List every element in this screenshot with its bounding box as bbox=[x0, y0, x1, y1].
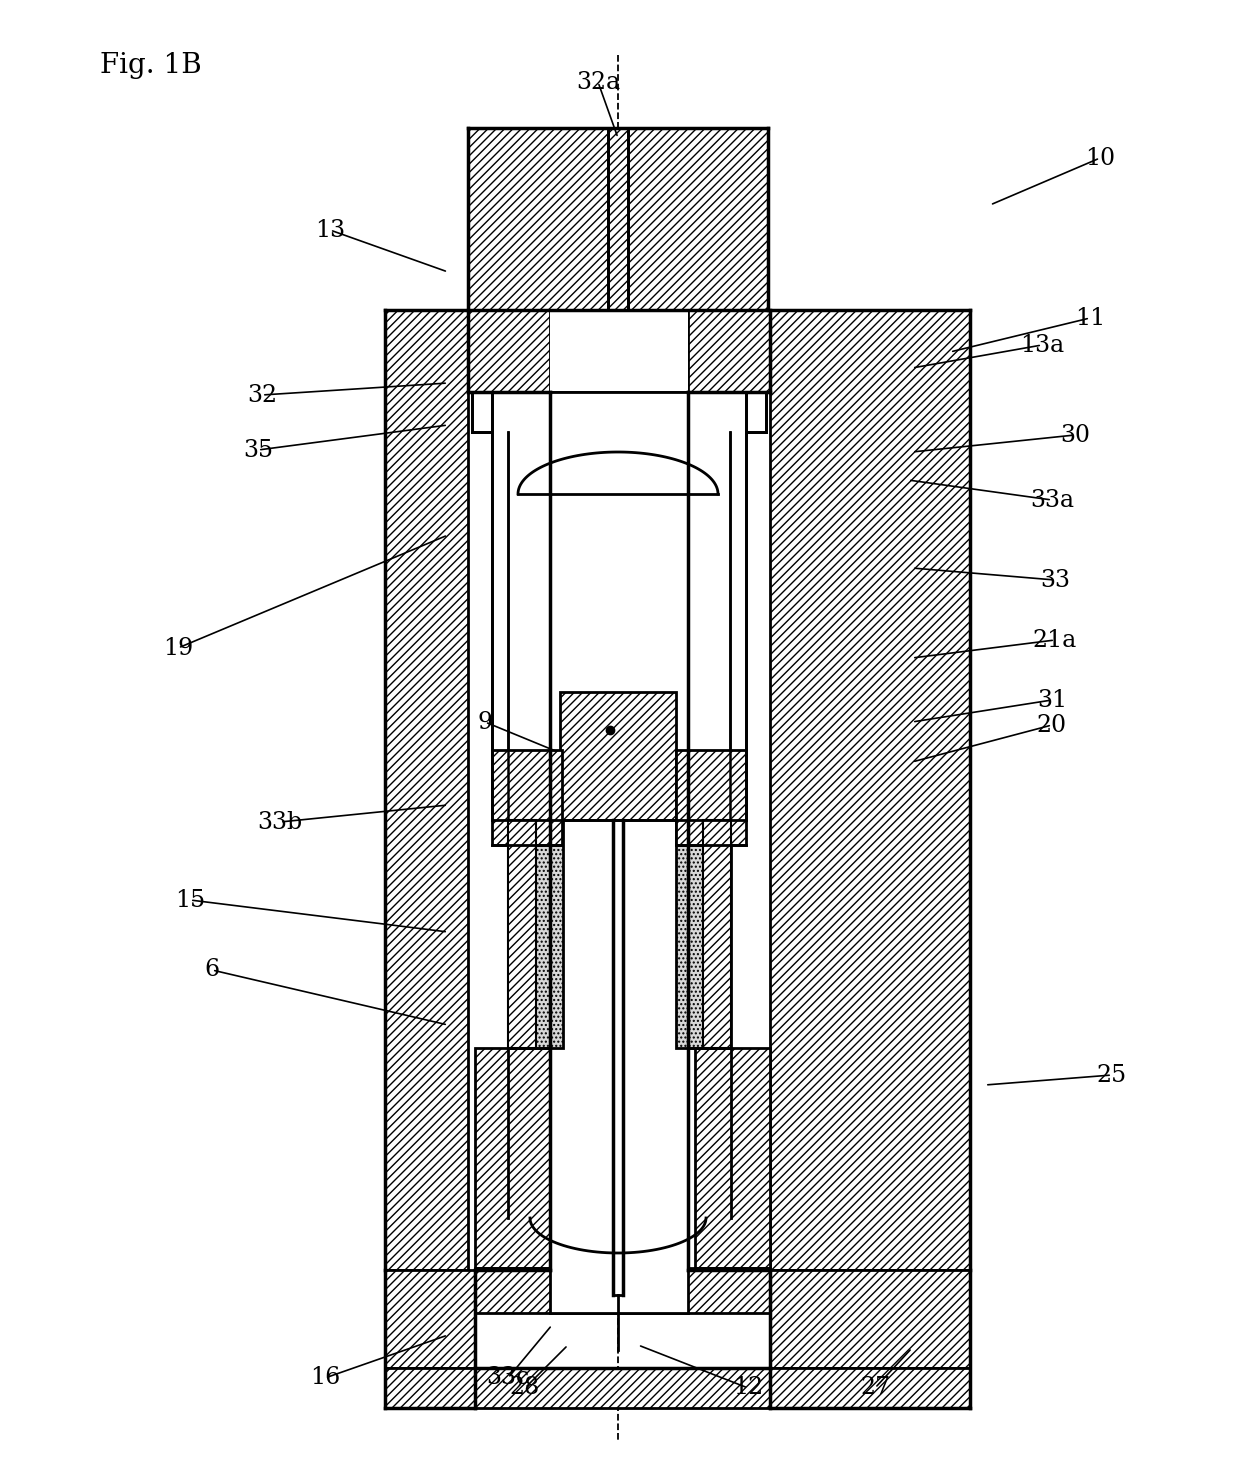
Bar bbox=[551, 1047, 688, 1313]
Text: 12: 12 bbox=[733, 1376, 763, 1400]
Text: 20: 20 bbox=[1037, 714, 1068, 736]
Text: 33b: 33b bbox=[258, 811, 303, 833]
Text: 16: 16 bbox=[310, 1366, 340, 1390]
Bar bbox=[467, 128, 768, 310]
Text: 15: 15 bbox=[175, 889, 205, 911]
Text: 6: 6 bbox=[205, 958, 219, 981]
Text: 25: 25 bbox=[1097, 1064, 1127, 1087]
Bar bbox=[384, 310, 467, 1271]
Bar bbox=[694, 1047, 770, 1268]
Text: 31: 31 bbox=[1037, 689, 1068, 711]
Text: 35: 35 bbox=[243, 439, 273, 461]
Bar bbox=[551, 392, 688, 1271]
Bar bbox=[384, 1368, 970, 1407]
Text: 10: 10 bbox=[1085, 147, 1115, 169]
Text: 33a: 33a bbox=[1030, 489, 1074, 511]
Text: 33c: 33c bbox=[486, 1366, 529, 1390]
Bar bbox=[770, 1271, 970, 1368]
Text: 11: 11 bbox=[1075, 307, 1105, 329]
Text: 33: 33 bbox=[1040, 569, 1070, 592]
Text: 32: 32 bbox=[247, 383, 277, 407]
Bar bbox=[492, 751, 562, 845]
Bar bbox=[560, 692, 676, 820]
Text: 19: 19 bbox=[162, 636, 193, 660]
Text: 21a: 21a bbox=[1033, 629, 1078, 651]
Bar bbox=[676, 751, 746, 845]
Text: 13: 13 bbox=[315, 219, 345, 241]
Bar bbox=[551, 310, 688, 392]
Bar bbox=[703, 820, 732, 1047]
Bar bbox=[475, 1268, 770, 1313]
Text: 32a: 32a bbox=[575, 71, 620, 94]
Bar bbox=[508, 820, 536, 1047]
Bar bbox=[467, 310, 551, 392]
Bar bbox=[475, 1047, 551, 1268]
Bar bbox=[384, 1271, 475, 1368]
Text: 13a: 13a bbox=[1021, 333, 1064, 357]
Bar bbox=[676, 820, 732, 1047]
Text: 9: 9 bbox=[477, 711, 492, 733]
Text: Fig. 1B: Fig. 1B bbox=[100, 51, 202, 78]
Bar bbox=[770, 310, 970, 1271]
Text: 27: 27 bbox=[859, 1376, 890, 1400]
Bar bbox=[688, 310, 770, 392]
Bar bbox=[508, 820, 563, 1047]
Bar bbox=[608, 128, 627, 310]
Text: 30: 30 bbox=[1060, 423, 1090, 447]
Text: 28: 28 bbox=[510, 1376, 541, 1400]
